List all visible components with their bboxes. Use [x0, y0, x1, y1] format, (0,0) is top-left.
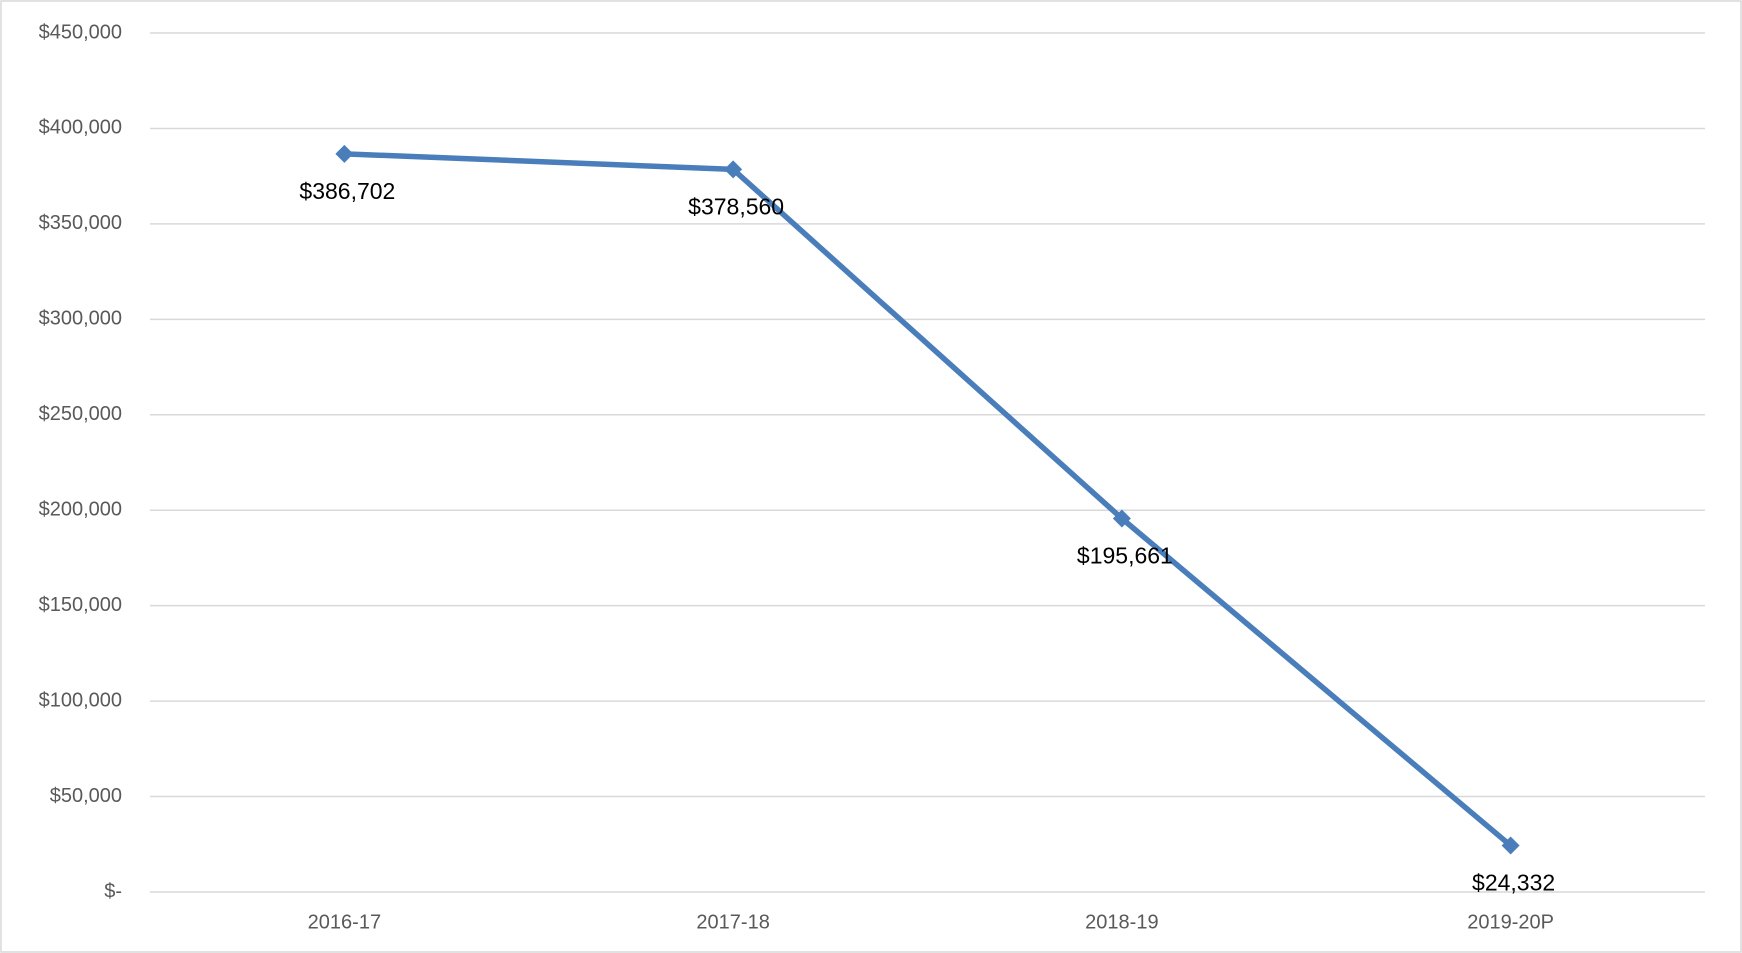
marker [1112, 509, 1131, 528]
data-label: $24,332 [1472, 870, 1555, 896]
x-tick-label: 2019-20P [1467, 911, 1554, 933]
x-tick-label: 2016-17 [308, 911, 381, 933]
y-tick-label: $200,000 [39, 499, 122, 521]
data-label: $195,661 [1077, 543, 1173, 569]
y-tick-label: $100,000 [39, 689, 122, 711]
data-label: $378,560 [688, 193, 784, 219]
marker [1501, 836, 1520, 855]
y-tick-label: $50,000 [50, 785, 122, 807]
y-tick-label: $400,000 [39, 117, 122, 139]
series-line [344, 151, 1513, 848]
y-tick-label: $250,000 [39, 403, 122, 425]
y-tick-label: $350,000 [39, 212, 122, 234]
data-label: $386,702 [299, 178, 395, 204]
marker [335, 144, 354, 163]
marker [724, 160, 743, 179]
y-tick-label: $450,000 [39, 21, 122, 43]
y-tick-label: $- [104, 880, 122, 902]
x-tick-label: 2017-18 [696, 911, 769, 933]
x-tick-label: 2018-19 [1085, 911, 1158, 933]
y-tick-label: $300,000 [39, 308, 122, 330]
y-tick-label: $150,000 [39, 594, 122, 616]
